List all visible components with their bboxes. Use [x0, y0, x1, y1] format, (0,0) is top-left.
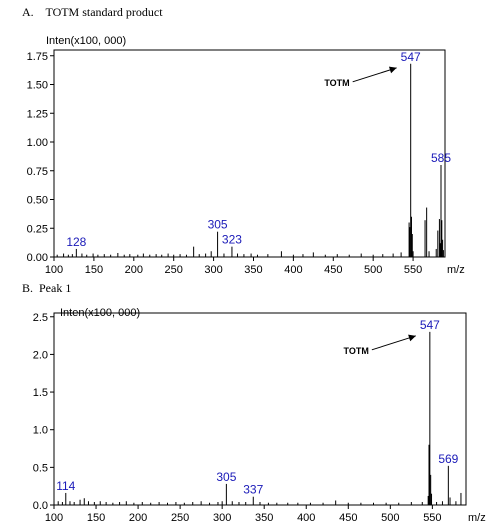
- peak-label: 569: [438, 452, 458, 466]
- x-tick-label: 250: [171, 512, 189, 524]
- x-tick-label: 100: [45, 512, 63, 524]
- x-tick-label: 450: [324, 264, 342, 276]
- x-tick-label: 200: [129, 512, 147, 524]
- peak-label: 305: [208, 218, 228, 232]
- y-tick-label: 0.75: [27, 166, 48, 178]
- x-tick-label: 500: [381, 512, 399, 524]
- peak-label: 547: [401, 50, 421, 64]
- y-axis-label: Inten(x100, 000): [60, 307, 140, 319]
- peak-label: 114: [56, 479, 75, 493]
- x-tick-label: 550: [423, 512, 441, 524]
- x-tick-label: 350: [244, 264, 262, 276]
- y-tick-label: 0.0: [33, 500, 48, 512]
- x-tick-label: 400: [284, 264, 302, 276]
- panel-b-label: B. Peak 1: [22, 281, 72, 295]
- spectrum-chart-b: Inten(x100, 000) 0.0 0.5 1.0 1.5 2.0 2.5 100 150…: [33, 307, 486, 524]
- peak-label: 323: [222, 233, 242, 247]
- x-tick-label: 100: [45, 264, 63, 276]
- panel-a-label: A. TOTM standard product: [22, 5, 163, 19]
- x-tick-label: 300: [204, 264, 222, 276]
- x-tick-label: 500: [364, 264, 382, 276]
- annotation-label: TOTM: [324, 78, 349, 88]
- x-axis-label: m/z: [447, 264, 465, 276]
- peak-label: 585: [431, 151, 451, 165]
- x-tick-label: 550: [404, 264, 422, 276]
- x-tick-label: 400: [297, 512, 315, 524]
- x-tick-label: 150: [87, 512, 105, 524]
- x-tick-label: 300: [213, 512, 231, 524]
- annotation-arrowhead: [388, 66, 397, 74]
- peak-label: 547: [420, 318, 440, 332]
- y-tick-label: 1.0: [33, 425, 48, 437]
- annotation-arrowhead: [408, 334, 416, 342]
- y-tick-label: 1.75: [27, 51, 48, 63]
- y-tick-label: 1.50: [27, 80, 48, 92]
- spectrum-chart-a: Inten(x100, 000) 0.00 0.25 0.50 0.75 1.00 1.25…: [27, 35, 465, 276]
- peak-label: 337: [243, 483, 263, 497]
- y-tick-label: 1.00: [27, 137, 48, 149]
- y-tick-label: 1.25: [27, 108, 48, 120]
- x-tick-label: 150: [85, 264, 103, 276]
- x-tick-label: 450: [339, 512, 357, 524]
- peak-label: 128: [66, 235, 86, 249]
- annotation-arrow: [352, 67, 397, 83]
- y-tick-label: 0.00: [27, 252, 48, 264]
- y-tick-label: 1.5: [33, 387, 48, 399]
- y-tick-label: 2.5: [33, 312, 48, 324]
- x-axis-label: m/z: [468, 512, 486, 524]
- annotation-label: TOTM: [344, 346, 369, 356]
- x-tick-label: 250: [165, 264, 183, 276]
- y-tick-label: 2.0: [33, 349, 48, 361]
- y-tick-label: 0.50: [27, 195, 48, 207]
- plot-frame: [53, 312, 467, 506]
- annotation-arrow: [371, 335, 416, 351]
- x-tick-label: 200: [125, 264, 143, 276]
- y-tick-label: 0.5: [33, 462, 48, 474]
- y-axis-label: Inten(x100, 000): [46, 35, 126, 47]
- y-tick-label: 0.25: [27, 223, 48, 235]
- peak-label: 305: [216, 470, 236, 484]
- x-tick-label: 350: [255, 512, 273, 524]
- plot-frame: [53, 49, 446, 258]
